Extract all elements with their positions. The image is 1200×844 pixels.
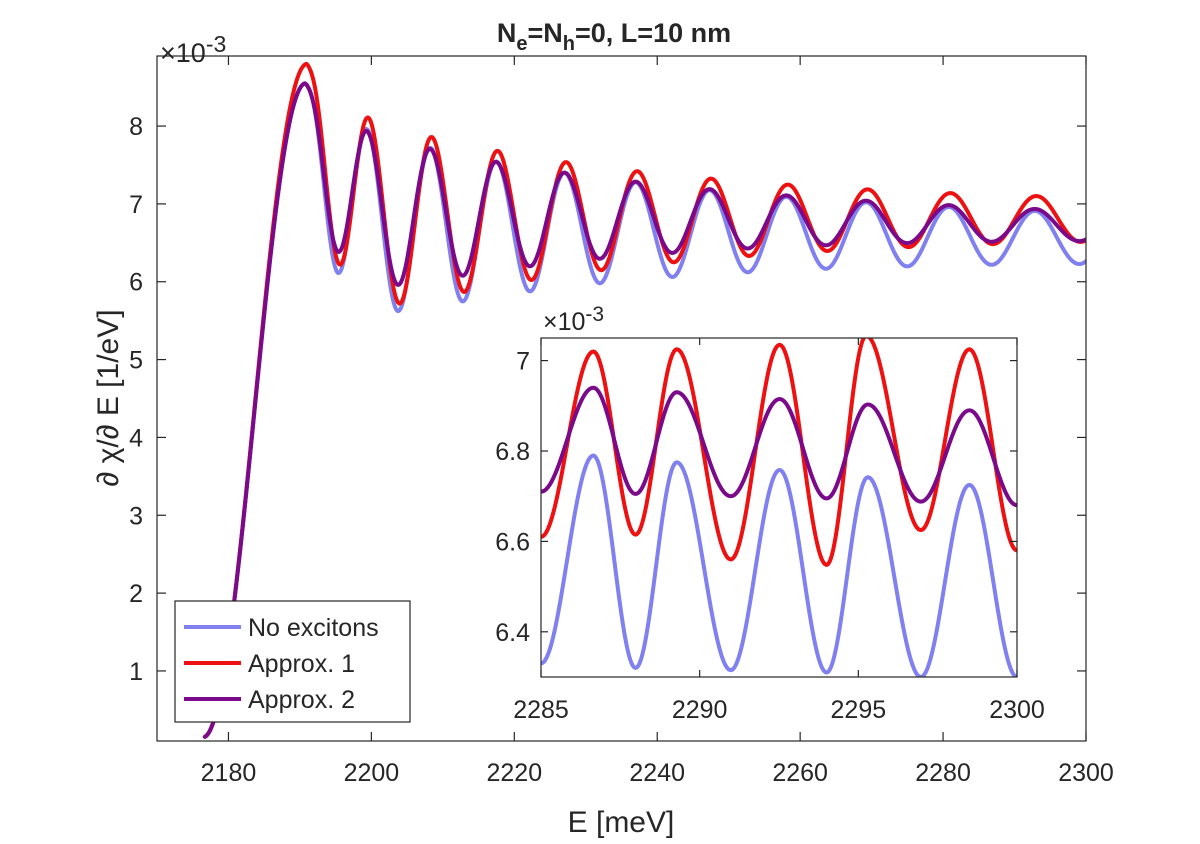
main-x-tick-label: 2300: [1058, 759, 1114, 787]
main-x-tick-label: 2200: [344, 759, 400, 787]
main-x-tick-label: 2260: [772, 759, 828, 787]
main-x-tick-label: 2180: [201, 759, 257, 787]
inset-axes-box: [540, 337, 1018, 678]
inset-exponent-power: -3: [585, 303, 604, 326]
inset-y-tick-label: 6.8: [495, 438, 530, 466]
main-x-tick-label: 2220: [486, 759, 542, 787]
inset-y-tick-label: 6.4: [495, 619, 530, 647]
main-y-tick-label: 6: [129, 269, 143, 297]
main-y-tick-label: 5: [129, 347, 143, 375]
inset-exponent-base: ×10: [543, 308, 585, 336]
legend-label: Approx. 2: [248, 686, 355, 714]
inset-y-tick-label: 6.6: [495, 528, 530, 556]
main-exponent-label: ×10-3: [160, 31, 226, 68]
main-y-tick-label: 4: [129, 424, 143, 452]
legend-label: No excitons: [248, 614, 379, 642]
title-part: N: [497, 18, 517, 48]
inset-x-tick-label: 2295: [831, 696, 887, 724]
main-y-tick-label: 8: [129, 113, 143, 141]
main-exponent-power: -3: [206, 31, 226, 57]
main-y-tick-label: 1: [129, 658, 143, 686]
legend-label: Approx. 1: [248, 650, 355, 678]
inset-y-tick-label: 7: [516, 348, 530, 376]
main-x-tick-label: 2240: [629, 759, 685, 787]
inset-axes: 2285 2290 2295 2300 6.4 6.6 6.8 7 ×10-3: [495, 303, 1045, 724]
inset-x-tick-label: 2300: [989, 696, 1045, 724]
inset-series-line: [541, 338, 1017, 567]
main-y-tick-label: 3: [129, 502, 143, 530]
legend: No excitons Approx. 1 Approx. 2: [174, 600, 411, 723]
main-y-tick-label: 7: [129, 191, 143, 219]
title-part: =0, L=10 nm: [575, 18, 731, 48]
inset-x-tick-label: 2290: [672, 696, 728, 724]
inset-plot-area: [541, 338, 1017, 677]
main-series-line: [202, 81, 1086, 739]
main-exponent-base: ×10: [160, 38, 206, 68]
inset-series-line: [541, 453, 1017, 677]
x-axis-label: E [meV]: [568, 806, 675, 839]
inset-series-line: [541, 385, 1017, 508]
title-part: e: [516, 33, 527, 55]
title-part: h: [563, 33, 575, 55]
inset-x-tick-label: 2285: [513, 696, 569, 724]
main-y-tick-label: 2: [129, 580, 143, 608]
y-axis-label: ∂ χ/∂ E [1/eV]: [92, 309, 125, 486]
inset-exponent-label: ×10-3: [543, 303, 604, 336]
main-axes-box: [156, 55, 1087, 742]
chart-title: Ne=Nh=0, L=10 nm: [497, 18, 731, 55]
main-x-tick-label: 2280: [915, 759, 971, 787]
title-part: =N: [528, 18, 563, 48]
